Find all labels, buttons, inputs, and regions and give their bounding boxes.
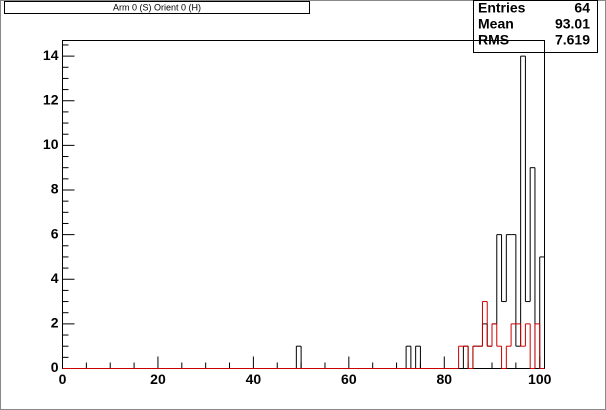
y-tick-label: 4	[51, 270, 59, 286]
x-tick-label: 60	[341, 371, 357, 387]
y-tick-label: 10	[43, 136, 59, 152]
chart-title: Arm 0 (S) Orient 0 (H)	[113, 2, 201, 12]
stats-value: 7.619	[555, 32, 590, 48]
stats-label: Entries	[478, 0, 526, 16]
y-tick-label: 12	[43, 91, 59, 107]
x-tick-label: 100	[528, 371, 552, 387]
y-tick-label: 6	[51, 225, 59, 241]
stats-value: 93.01	[555, 16, 590, 32]
x-tick-label: 80	[436, 371, 452, 387]
y-tick-label: 0	[51, 359, 59, 375]
x-tick-label: 0	[59, 371, 67, 387]
y-tick-label: 14	[43, 47, 59, 63]
title-box	[4, 1, 310, 14]
x-tick-label: 40	[246, 371, 262, 387]
stats-label: Mean	[478, 16, 514, 32]
stats-box	[473, 0, 598, 53]
stats-label: RMS	[478, 32, 509, 48]
stats-value: 64	[574, 0, 590, 16]
y-tick-label: 8	[51, 181, 59, 197]
x-tick-label: 20	[150, 371, 166, 387]
y-tick-label: 2	[51, 315, 59, 331]
